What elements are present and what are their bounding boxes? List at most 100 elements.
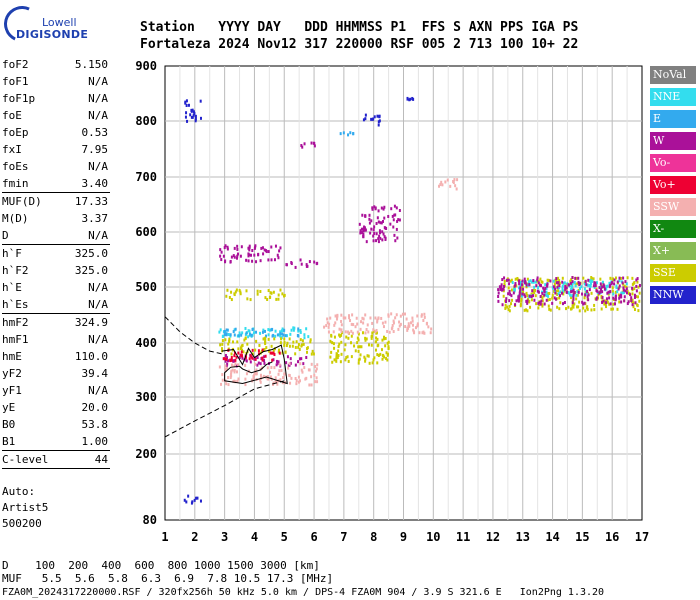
echo-point bbox=[405, 317, 408, 321]
echo-point bbox=[392, 218, 395, 222]
echo-point bbox=[395, 227, 398, 231]
echo-point bbox=[275, 359, 278, 363]
echo-point bbox=[236, 254, 239, 258]
echo-point bbox=[244, 336, 247, 340]
echo-point bbox=[377, 354, 380, 358]
param-name: B1 bbox=[2, 435, 16, 448]
echo-point bbox=[226, 245, 229, 249]
echo-point bbox=[418, 331, 421, 335]
echo-point bbox=[542, 286, 545, 290]
echo-point bbox=[502, 294, 505, 298]
echo-point bbox=[366, 323, 369, 327]
echo-point bbox=[335, 359, 338, 363]
echo-point bbox=[280, 368, 283, 372]
echo-point bbox=[631, 292, 634, 296]
echo-point bbox=[218, 330, 221, 334]
echo-point bbox=[519, 302, 522, 306]
param-row: hmF1 N/A bbox=[0, 331, 112, 348]
param-name: MUF(D) bbox=[2, 195, 42, 208]
echo-point bbox=[238, 356, 241, 360]
echo-point bbox=[297, 375, 300, 379]
echo-point bbox=[251, 327, 254, 331]
echo-point bbox=[364, 359, 367, 363]
echo-point bbox=[547, 278, 550, 282]
echo-point bbox=[379, 221, 382, 225]
echo-point bbox=[234, 380, 237, 384]
echo-point bbox=[285, 344, 288, 348]
echo-point bbox=[587, 298, 590, 302]
echo-point bbox=[335, 352, 338, 356]
echo-point bbox=[285, 361, 288, 365]
echo-point bbox=[370, 336, 373, 340]
echo-point bbox=[607, 290, 610, 294]
legend-entry: E bbox=[650, 110, 696, 128]
echo-point bbox=[523, 293, 526, 297]
echo-point bbox=[583, 296, 586, 300]
footer-file-info: FZA0M_2024317220000.RSF / 320fx256h 50 k… bbox=[2, 587, 605, 598]
echo-point bbox=[360, 345, 363, 349]
echo-point bbox=[272, 358, 275, 362]
echo-point bbox=[264, 339, 267, 343]
echo-point bbox=[527, 283, 530, 287]
echo-point bbox=[510, 302, 513, 306]
echo-point bbox=[596, 289, 599, 293]
echo-point bbox=[276, 333, 279, 337]
param-row: foF1 N/A bbox=[0, 73, 112, 90]
echo-point bbox=[497, 299, 500, 303]
echo-point bbox=[288, 337, 291, 341]
echo-point bbox=[573, 280, 576, 284]
echo-point bbox=[285, 263, 288, 267]
echo-point bbox=[406, 96, 409, 100]
echo-point bbox=[219, 343, 222, 347]
echo-point bbox=[223, 357, 226, 361]
echo-point bbox=[600, 307, 603, 311]
echo-point bbox=[525, 299, 528, 303]
echo-point bbox=[497, 288, 500, 292]
echo-point bbox=[359, 327, 362, 331]
echo-point bbox=[398, 208, 401, 212]
echo-point bbox=[361, 213, 364, 217]
echo-point bbox=[289, 332, 292, 336]
param-name: C-level bbox=[2, 453, 49, 466]
echo-point bbox=[625, 287, 628, 291]
echo-point bbox=[275, 297, 278, 301]
echo-point bbox=[526, 299, 529, 303]
echo-point bbox=[375, 331, 378, 335]
echo-point bbox=[378, 229, 381, 233]
echo-point bbox=[246, 342, 249, 346]
echo-point bbox=[259, 380, 262, 384]
echo-point bbox=[298, 357, 301, 361]
echo-point bbox=[454, 184, 457, 188]
echo-point bbox=[288, 344, 291, 348]
x-tick-label: 13 bbox=[516, 530, 530, 544]
auto-label: Auto: bbox=[2, 485, 36, 498]
echo-point bbox=[594, 284, 597, 288]
param-row: MUF(D) 17.33 bbox=[0, 193, 112, 210]
echo-point bbox=[373, 205, 376, 209]
echo-point bbox=[361, 316, 364, 320]
echo-point bbox=[385, 351, 388, 355]
echo-point bbox=[574, 282, 577, 286]
echo-point bbox=[571, 299, 574, 303]
echo-point bbox=[593, 308, 596, 312]
echo-point bbox=[296, 333, 299, 337]
echo-point bbox=[380, 206, 383, 210]
echo-point bbox=[540, 299, 543, 303]
echo-point bbox=[325, 324, 328, 328]
echo-point bbox=[561, 287, 564, 291]
echo-point bbox=[557, 286, 560, 290]
echo-point bbox=[535, 302, 538, 306]
echo-point bbox=[530, 298, 533, 302]
echo-point bbox=[270, 328, 273, 332]
echo-point bbox=[267, 289, 270, 293]
echo-point bbox=[545, 294, 548, 298]
echo-point bbox=[623, 295, 626, 299]
echo-point bbox=[289, 357, 292, 361]
param-value: 110.0 bbox=[74, 350, 108, 363]
echo-point bbox=[271, 334, 274, 338]
echo-point bbox=[346, 330, 349, 334]
echo-point bbox=[601, 295, 604, 299]
param-value: N/A bbox=[88, 384, 108, 397]
echo-point bbox=[226, 288, 229, 292]
echo-point bbox=[232, 330, 235, 334]
